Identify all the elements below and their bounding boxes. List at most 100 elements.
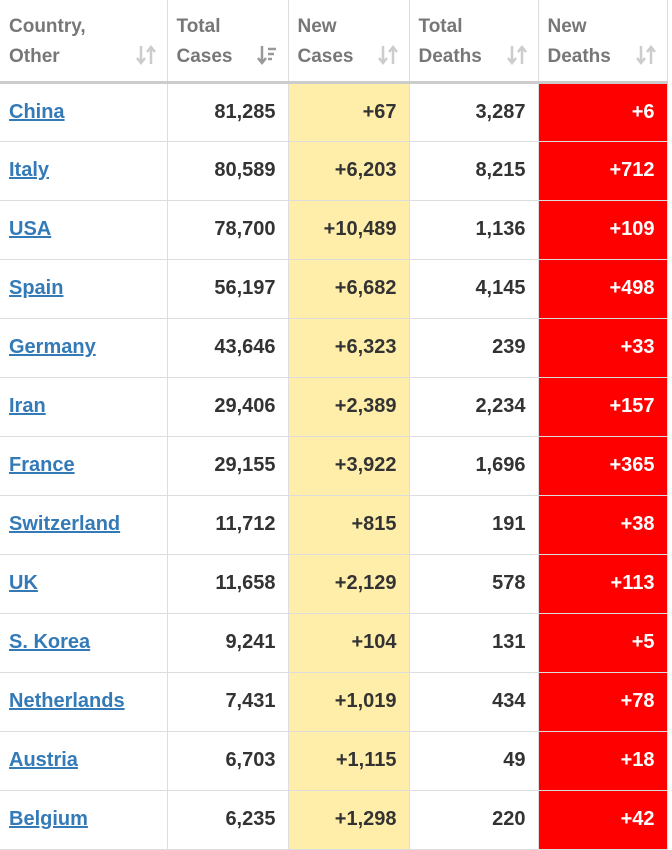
- table-cell: +33: [538, 318, 668, 378]
- table-cell: Austria: [0, 731, 168, 791]
- table-cell: +3,922: [288, 436, 410, 496]
- header-text: Deaths: [547, 46, 611, 67]
- header-text: Cases: [176, 46, 233, 67]
- table-row: France 29,155 +3,922 1,696 +365: [0, 436, 668, 496]
- country-link[interactable]: Belgium: [9, 808, 88, 830]
- table-cell: 434: [409, 672, 539, 732]
- table-cell: 7,431: [167, 672, 289, 732]
- table-cell: 4,145: [409, 259, 539, 319]
- table-cell: Netherlands: [0, 672, 168, 732]
- table-cell: S. Korea: [0, 613, 168, 673]
- table-row: USA 78,700 +10,489 1,136 +109: [0, 200, 668, 260]
- column-header[interactable]: Total Cases: [167, 0, 289, 84]
- table-cell: +109: [538, 200, 668, 260]
- table-cell: +498: [538, 259, 668, 319]
- header-text: Deaths: [418, 46, 482, 67]
- table-cell: +712: [538, 141, 668, 201]
- table-row: Belgium 6,235 +1,298 220 +42: [0, 790, 668, 850]
- country-link[interactable]: Austria: [9, 749, 78, 771]
- table-row: Germany 43,646 +6,323 239 +33: [0, 318, 668, 378]
- table-cell: 49: [409, 731, 539, 791]
- table-cell: 1,696: [409, 436, 539, 496]
- table-row: Netherlands 7,431 +1,019 434 +78: [0, 672, 668, 732]
- table-cell: 29,406: [167, 377, 289, 437]
- column-header[interactable]: Country, Other: [0, 0, 168, 84]
- country-link[interactable]: France: [9, 454, 75, 476]
- table-cell: 578: [409, 554, 539, 614]
- header-text: Cases: [297, 46, 354, 67]
- table-row: UK 11,658 +2,129 578 +113: [0, 554, 668, 614]
- table-cell: 6,235: [167, 790, 289, 850]
- country-link[interactable]: S. Korea: [9, 631, 91, 653]
- table-cell: USA: [0, 200, 168, 260]
- header-text: Total: [176, 16, 221, 37]
- table-row: Austria 6,703 +1,115 49 +18: [0, 731, 668, 791]
- table-cell: +2,129: [288, 554, 410, 614]
- table-cell: 9,241: [167, 613, 289, 673]
- column-header[interactable]: New Cases: [288, 0, 410, 84]
- table-cell: 6,703: [167, 731, 289, 791]
- table-cell: Italy: [0, 141, 168, 201]
- country-link[interactable]: Switzerland: [9, 513, 121, 535]
- table-cell: +157: [538, 377, 668, 437]
- table-cell: 78,700: [167, 200, 289, 260]
- table-cell: +365: [538, 436, 668, 496]
- country-link[interactable]: Italy: [9, 159, 50, 181]
- table-cell: China: [0, 82, 168, 142]
- header-text: Total: [418, 16, 463, 37]
- sort-icon[interactable]: [135, 44, 157, 66]
- table-cell: 239: [409, 318, 539, 378]
- table-cell: 80,589: [167, 141, 289, 201]
- country-link[interactable]: UK: [9, 572, 38, 594]
- table-cell: Iran: [0, 377, 168, 437]
- country-link[interactable]: China: [9, 100, 65, 123]
- country-link[interactable]: Netherlands: [9, 690, 125, 712]
- table-cell: Switzerland: [0, 495, 168, 555]
- column-header[interactable]: New Deaths: [538, 0, 668, 84]
- table-cell: +2,389: [288, 377, 410, 437]
- country-link[interactable]: Germany: [9, 336, 96, 358]
- table-row: Switzerland 11,712 +815 191 +38: [0, 495, 668, 555]
- table-cell: +78: [538, 672, 668, 732]
- table-row: S. Korea 9,241 +104 131 +5: [0, 613, 668, 673]
- table-cell: +113: [538, 554, 668, 614]
- sort-icon[interactable]: [635, 44, 657, 66]
- header-text: Other: [9, 46, 60, 67]
- country-link[interactable]: Iran: [9, 395, 46, 417]
- table-cell: 191: [409, 495, 539, 555]
- table-cell: +815: [288, 495, 410, 555]
- table-cell: +1,298: [288, 790, 410, 850]
- table-cell: Belgium: [0, 790, 168, 850]
- table-cell: 43,646: [167, 318, 289, 378]
- table-cell: 131: [409, 613, 539, 673]
- table-cell: 220: [409, 790, 539, 850]
- table-cell: 56,197: [167, 259, 289, 319]
- table-cell: +1,115: [288, 731, 410, 791]
- sort-icon[interactable]: [506, 44, 528, 66]
- table-cell: UK: [0, 554, 168, 614]
- header-text: New: [547, 16, 587, 37]
- header-text: Country,: [9, 16, 86, 37]
- table-cell: +6,682: [288, 259, 410, 319]
- table-cell: +5: [538, 613, 668, 673]
- table-cell: +67: [288, 82, 410, 142]
- table-cell: +38: [538, 495, 668, 555]
- table-cell: +6,203: [288, 141, 410, 201]
- table-cell: Germany: [0, 318, 168, 378]
- sort-icon[interactable]: [377, 44, 399, 66]
- table-cell: 11,712: [167, 495, 289, 555]
- country-link[interactable]: Spain: [9, 277, 64, 299]
- table-cell: +1,019: [288, 672, 410, 732]
- table-cell: +42: [538, 790, 668, 850]
- table-cell: +6,323: [288, 318, 410, 378]
- table-cell: Spain: [0, 259, 168, 319]
- table-row: Italy 80,589 +6,203 8,215 +712: [0, 141, 668, 201]
- table-cell: +104: [288, 613, 410, 673]
- table-row: Spain 56,197 +6,682 4,145 +498: [0, 259, 668, 319]
- country-link[interactable]: USA: [9, 218, 52, 240]
- sort-icon[interactable]: [256, 44, 278, 66]
- table-cell: 1,136: [409, 200, 539, 260]
- column-header[interactable]: Total Deaths: [409, 0, 539, 84]
- table-cell: France: [0, 436, 168, 496]
